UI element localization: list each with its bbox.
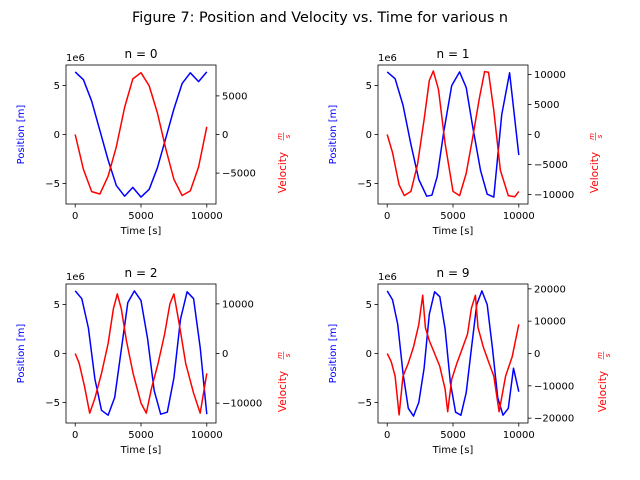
subplot-title: n = 9 (437, 266, 470, 280)
y-right-tick-label: −20000 (534, 414, 574, 425)
y-left-tick-label: 5 (54, 300, 60, 311)
y-right-tick-label: 10000 (222, 299, 254, 310)
y-left-axis-label: Position [m] (328, 105, 339, 165)
y-left-tick-label: −5 (45, 179, 60, 190)
velocity-line-n-2 (74, 293, 208, 414)
subplot-n-0: 0 5000 10000 −5 0 5 −5000 0 5000 1e6 n = 0 Time [s]… (16, 47, 292, 237)
position-line-n-9 (386, 290, 520, 417)
velocity-label-text: Velocity (277, 152, 289, 193)
offset-text: 1e6 (378, 53, 397, 64)
velocity-unit-numerator: m (276, 133, 284, 140)
offset-text: 1e6 (66, 53, 85, 64)
y-left-tick-label: 0 (54, 349, 60, 360)
velocity-unit-numerator: m (588, 133, 596, 140)
velocity-label-text: Velocity (277, 371, 289, 412)
y-left-tick-label: 0 (366, 130, 372, 141)
subplot-title: n = 1 (437, 47, 470, 61)
velocity-line-n-9 (386, 294, 520, 416)
x-tick-label: 0 (384, 211, 390, 222)
y-right-tick-label: −5000 (534, 160, 568, 171)
figure-title: Figure 7: Position and Velocity vs. Time… (132, 10, 508, 26)
position-line-n-1 (386, 71, 520, 198)
velocity-line-n-0 (74, 71, 208, 197)
x-tick-label: 5000 (128, 211, 153, 222)
y-left-tick-label: −5 (357, 398, 372, 409)
subplot-title: n = 2 (125, 266, 158, 280)
x-tick-label: 10000 (503, 430, 535, 441)
x-tick-label: 5000 (440, 211, 465, 222)
y-right-tick-label: −10000 (222, 399, 262, 410)
offset-text: 1e6 (378, 272, 397, 283)
x-tick-label: 5000 (440, 430, 465, 441)
velocity-line-n-1 (386, 70, 520, 198)
subplot-title: n = 0 (125, 47, 158, 61)
y-left-axis-label: Position [m] (16, 324, 27, 384)
y-right-tick-label: 0 (222, 349, 228, 360)
velocity-unit-numerator: m (276, 352, 284, 359)
y-left-axis-label: Position [m] (328, 324, 339, 384)
velocity-unit-denominator: s (596, 134, 604, 138)
x-tick-label: 0 (384, 430, 390, 441)
x-axis-label: Time [s] (432, 445, 474, 456)
y-right-tick-label: 5000 (534, 100, 559, 111)
y-right-tick-label: 0 (222, 130, 228, 141)
y-left-tick-label: 0 (54, 130, 60, 141)
x-tick-label: 5000 (128, 430, 153, 441)
velocity-unit-denominator: s (604, 353, 612, 357)
y-left-axis-label: Position [m] (16, 105, 27, 165)
subplot-n-2: 0 5000 10000 −5 0 5 −10000 0 10000 1e6 n = 2 Time [… (16, 266, 292, 456)
x-axis-label: Time [s] (120, 226, 162, 237)
x-tick-label: 0 (72, 211, 78, 222)
y-left-tick-label: −5 (357, 179, 372, 190)
velocity-unit-denominator: s (284, 134, 292, 138)
offset-text: 1e6 (66, 272, 85, 283)
y-left-tick-label: 5 (366, 81, 372, 92)
y-right-tick-label: 5000 (222, 91, 247, 102)
velocity-label-text: Velocity (589, 152, 601, 193)
y-right-tick-label: 20000 (534, 284, 566, 295)
y-right-tick-label: −5000 (222, 169, 256, 180)
x-axis-label: Time [s] (432, 226, 474, 237)
y-right-tick-label: −10000 (534, 381, 574, 392)
x-tick-label: 0 (72, 430, 78, 441)
y-right-tick-label: 10000 (534, 317, 566, 328)
position-line-n-0 (74, 71, 208, 198)
y-right-tick-label: 0 (534, 349, 540, 360)
velocity-unit-denominator: s (284, 353, 292, 357)
subplot-n-9: 0 5000 10000 −5 0 5 −20000 −10000 0 10000 20000 1e6… (328, 266, 612, 456)
y-right-tick-label: 0 (534, 130, 540, 141)
x-tick-label: 10000 (503, 211, 535, 222)
velocity-label-text: Velocity (597, 371, 609, 412)
x-tick-label: 10000 (191, 211, 223, 222)
y-left-tick-label: −5 (45, 398, 60, 409)
x-axis-label: Time [s] (120, 445, 162, 456)
velocity-unit-numerator: m (596, 352, 604, 359)
y-left-tick-label: 5 (54, 81, 60, 92)
y-left-tick-label: 0 (366, 349, 372, 360)
subplot-n-1: 0 5000 10000 −5 0 5 −10000 −5000 0 5000 10000 1e6 n … (328, 47, 604, 237)
x-tick-label: 10000 (191, 430, 223, 441)
y-right-tick-label: 10000 (534, 70, 566, 81)
y-left-tick-label: 5 (366, 300, 372, 311)
y-right-tick-label: −10000 (534, 190, 574, 201)
